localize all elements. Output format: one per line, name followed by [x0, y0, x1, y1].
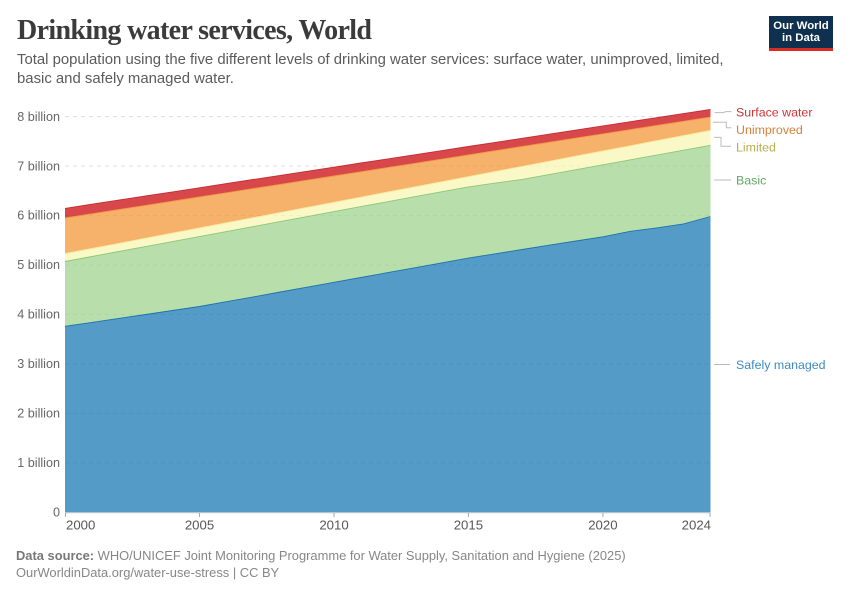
svg-text:Surface water: Surface water	[736, 106, 812, 120]
svg-text:2005: 2005	[185, 518, 214, 533]
svg-text:Limited: Limited	[736, 141, 776, 155]
svg-text:Safely managed: Safely managed	[736, 358, 826, 372]
svg-text:6 billion: 6 billion	[17, 209, 60, 223]
svg-text:8 billion: 8 billion	[17, 110, 60, 124]
svg-text:Basic: Basic	[736, 174, 766, 188]
svg-text:4 billion: 4 billion	[17, 308, 60, 322]
svg-text:0: 0	[53, 506, 60, 520]
svg-text:1 billion: 1 billion	[17, 456, 60, 470]
svg-text:2 billion: 2 billion	[17, 407, 60, 421]
svg-text:2015: 2015	[454, 518, 483, 533]
svg-text:2020: 2020	[588, 518, 617, 533]
svg-text:2024: 2024	[682, 518, 711, 533]
svg-text:3 billion: 3 billion	[17, 357, 60, 371]
svg-text:2010: 2010	[319, 518, 348, 533]
svg-text:7 billion: 7 billion	[17, 159, 60, 173]
svg-text:5 billion: 5 billion	[17, 258, 60, 272]
svg-text:Unimproved: Unimproved	[736, 123, 803, 137]
svg-text:2000: 2000	[66, 518, 95, 533]
